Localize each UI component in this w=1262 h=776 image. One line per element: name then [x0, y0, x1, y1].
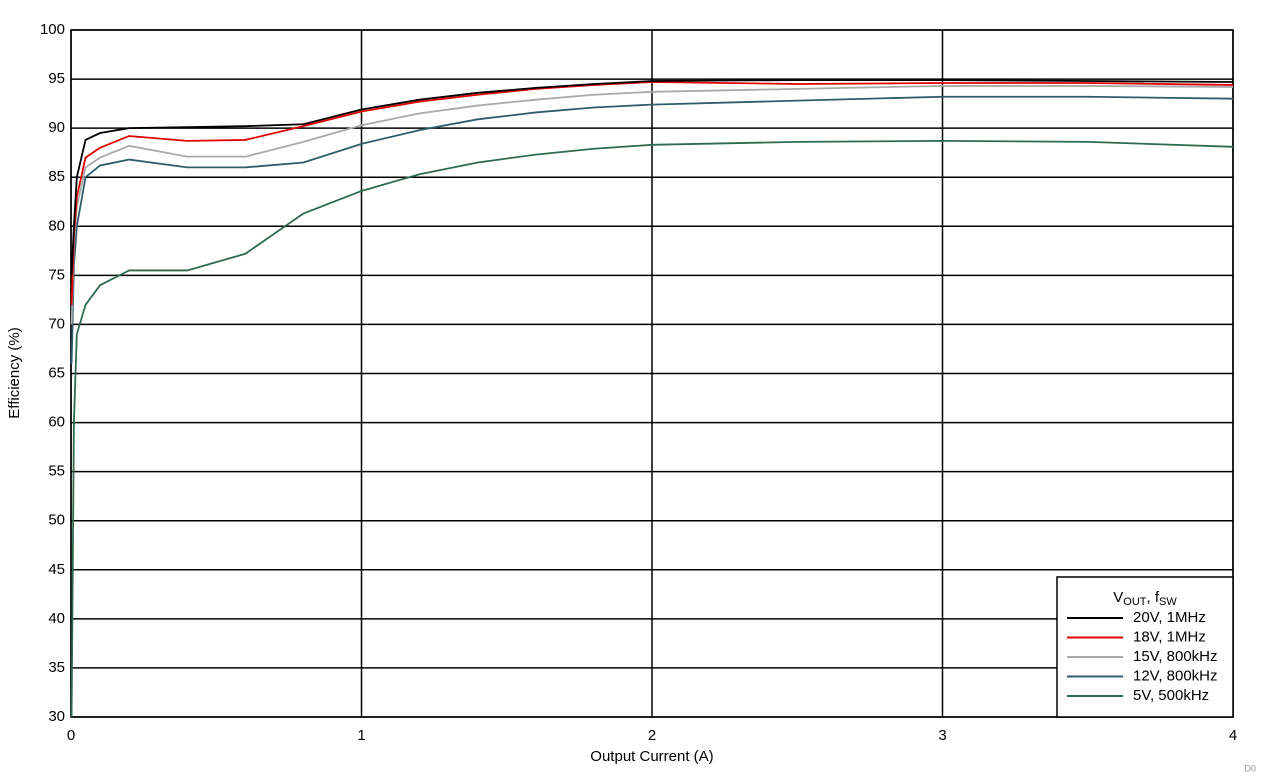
x-tick-label: 1	[357, 727, 365, 744]
legend-label: 20V, 1MHz	[1133, 609, 1206, 626]
legend-label: 18V, 1MHz	[1133, 628, 1206, 645]
y-tick-label: 45	[48, 561, 65, 578]
legend-label: 5V, 500kHz	[1133, 687, 1209, 704]
x-tick-label: 0	[67, 727, 75, 744]
y-axis-label: Efficiency (%)	[6, 327, 23, 418]
y-tick-label: 60	[48, 414, 65, 431]
y-tick-label: 75	[48, 266, 65, 283]
y-tick-label: 55	[48, 463, 65, 480]
series-line	[70, 79, 1234, 276]
legend-label: 15V, 800kHz	[1133, 648, 1218, 665]
y-tick-label: 95	[48, 70, 65, 87]
legend-title: VOUT, fSW	[1113, 589, 1177, 608]
y-tick-label: 40	[48, 610, 65, 627]
series-line	[70, 95, 1234, 364]
y-tick-label: 80	[48, 217, 65, 234]
x-tick-label: 3	[938, 727, 946, 744]
x-tick-label: 2	[648, 727, 656, 744]
y-tick-label: 35	[48, 659, 65, 676]
y-tick-label: 85	[48, 168, 65, 185]
x-tick-label: 4	[1229, 727, 1237, 744]
y-tick-label: 70	[48, 315, 65, 332]
y-tick-label: 100	[40, 21, 65, 38]
legend-label: 12V, 800kHz	[1133, 667, 1218, 684]
legend-title-part: V	[1113, 589, 1123, 606]
y-tick-label: 90	[48, 119, 65, 136]
y-tick-label: 50	[48, 512, 65, 529]
series-line	[70, 85, 1234, 325]
y-tick-label: 30	[48, 708, 65, 725]
series-line	[70, 81, 1234, 305]
series-line	[70, 139, 1234, 718]
y-tick-label: 65	[48, 364, 65, 381]
figure-id: D0	[1244, 763, 1256, 773]
x-axis-label: Output Current (A)	[590, 748, 713, 765]
legend-box	[1056, 576, 1234, 718]
legend-title-part: SW	[1159, 596, 1177, 608]
legend-title-part: , f	[1147, 589, 1160, 606]
legend-title-part: OUT	[1123, 596, 1147, 608]
